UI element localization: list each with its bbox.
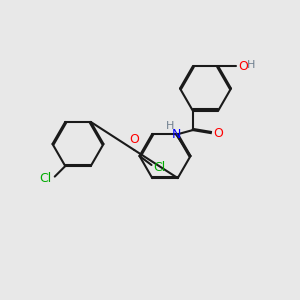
Text: Cl: Cl <box>153 161 165 175</box>
Text: H: H <box>166 121 174 131</box>
Text: O: O <box>129 134 139 146</box>
Text: H: H <box>247 60 255 70</box>
Text: O: O <box>239 60 248 73</box>
Text: Cl: Cl <box>40 172 52 184</box>
Text: N: N <box>172 128 181 141</box>
Text: O: O <box>213 127 223 140</box>
